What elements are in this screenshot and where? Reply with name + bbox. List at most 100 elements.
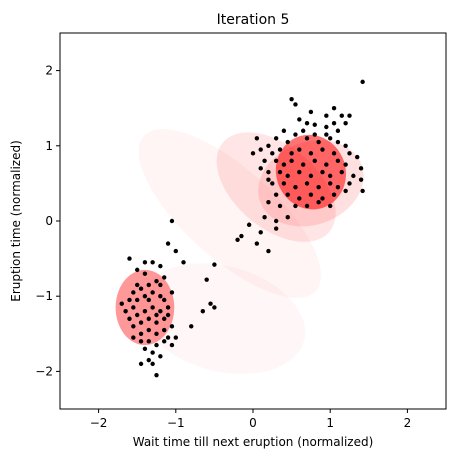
- data-point: [324, 124, 329, 130]
- data-point: [273, 136, 279, 141]
- data-point: [281, 128, 287, 133]
- data-point: [273, 218, 279, 224]
- data-point: [308, 192, 314, 197]
- data-point: [138, 331, 144, 336]
- x-axis: −2 −1 0 1 2: [90, 409, 411, 430]
- data-point: [293, 132, 298, 137]
- y-axis-label: Eruption time (normalized): [9, 140, 23, 302]
- data-point: [154, 320, 159, 325]
- data-point: [154, 312, 159, 318]
- data-point: [293, 203, 298, 209]
- data-point: [324, 113, 329, 118]
- data-point: [331, 151, 337, 156]
- data-point: [123, 309, 128, 314]
- data-point: [312, 132, 317, 137]
- data-point: [304, 136, 310, 141]
- data-point: [154, 278, 159, 284]
- data-point: [173, 248, 178, 254]
- data-point: [343, 188, 348, 194]
- data-point: [285, 192, 290, 197]
- data-point: [142, 346, 148, 352]
- x-tick-label: −1: [167, 416, 185, 430]
- data-point: [320, 169, 325, 175]
- data-point: [335, 158, 341, 164]
- data-point: [358, 166, 364, 171]
- data-point: [281, 162, 287, 167]
- data-point: [158, 294, 163, 299]
- data-point: [331, 192, 337, 197]
- data-point: [165, 305, 171, 310]
- data-point: [273, 226, 279, 231]
- data-point: [316, 139, 321, 145]
- data-point: [277, 147, 283, 152]
- data-point: [343, 143, 348, 148]
- data-point: [289, 96, 294, 102]
- gmm-ellipse-4: [138, 129, 322, 298]
- data-point: [266, 169, 271, 175]
- data-point: [297, 196, 302, 201]
- data-point: [189, 324, 194, 329]
- data-point: [328, 203, 333, 209]
- data-point: [258, 166, 263, 171]
- data-point: [300, 162, 306, 167]
- data-point: [131, 305, 136, 310]
- data-point: [258, 147, 263, 152]
- x-tick-label: 2: [404, 416, 412, 430]
- data-point: [135, 297, 140, 303]
- data-point: [308, 173, 314, 179]
- data-point: [127, 316, 132, 321]
- data-point: [173, 335, 178, 340]
- data-point: [138, 339, 144, 344]
- data-point: [154, 372, 159, 378]
- data-point: [158, 263, 163, 269]
- data-point: [165, 335, 171, 340]
- data-point: [150, 350, 155, 355]
- data-point: [138, 361, 144, 367]
- data-point: [358, 177, 364, 182]
- data-point: [304, 203, 310, 209]
- data-point: [135, 312, 140, 318]
- data-point: [277, 169, 283, 175]
- data-point: [347, 151, 352, 156]
- data-point: [285, 215, 290, 220]
- data-point: [146, 327, 151, 333]
- data-point: [158, 309, 163, 314]
- data-point: [262, 158, 267, 164]
- data-point: [270, 181, 275, 186]
- data-point: [324, 132, 329, 137]
- y-tick-label: −2: [35, 364, 53, 378]
- data-point: [289, 151, 294, 156]
- data-point: [335, 184, 341, 190]
- data-point: [285, 173, 290, 179]
- data-point: [316, 200, 321, 205]
- data-point: [158, 282, 163, 288]
- data-point: [208, 301, 213, 306]
- data-point: [169, 342, 175, 348]
- data-point: [266, 143, 271, 148]
- data-point: [169, 218, 175, 224]
- data-point: [360, 188, 365, 194]
- data-point: [146, 282, 151, 288]
- data-point: [343, 162, 348, 167]
- y-tick-label: −1: [35, 289, 53, 303]
- data-point: [165, 312, 171, 318]
- data-point: [266, 200, 271, 205]
- data-point: [308, 151, 314, 156]
- data-point: [289, 158, 294, 164]
- data-point: [204, 277, 209, 282]
- data-point: [355, 154, 360, 160]
- data-point: [254, 136, 260, 141]
- data-point: [131, 290, 136, 295]
- data-point: [254, 241, 260, 246]
- data-point: [212, 262, 217, 267]
- data-point: [347, 113, 352, 118]
- data-point: [300, 128, 306, 133]
- data-point: [181, 260, 186, 265]
- x-tick-label: 1: [326, 416, 334, 430]
- data-point: [239, 233, 244, 239]
- y-axis: −2 −1 0 1 2: [35, 64, 60, 378]
- data-point: [335, 128, 341, 133]
- data-point: [285, 139, 290, 145]
